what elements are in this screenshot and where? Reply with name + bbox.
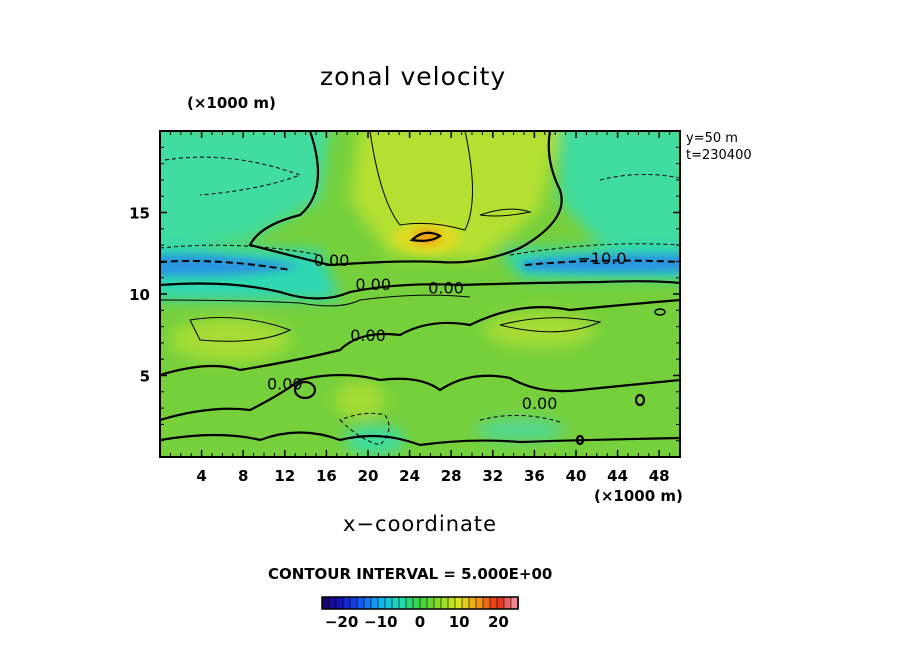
- colorbar: −20 −10 0 10 20: [321, 596, 519, 631]
- contour-label: 0.00: [428, 278, 464, 297]
- colorbar-cell: [468, 596, 477, 610]
- colorbar-tick-label: −20: [325, 613, 358, 631]
- colorbar-cell: [496, 596, 505, 610]
- colorbar-cell: [447, 596, 456, 610]
- heatmap-field: [160, 131, 680, 457]
- colorbar-cell: [412, 596, 421, 610]
- colorbar-cell: [489, 596, 498, 610]
- contour-labels: 0.00 0.00 0.00 0.00 0.00 0.00 −10.0: [267, 249, 627, 413]
- chart-title: zonal velocity: [320, 62, 507, 91]
- x-tick-label: 24: [399, 467, 420, 485]
- colorbar-tick-label: 10: [449, 613, 470, 631]
- x-tick-label: 12: [274, 467, 295, 485]
- x-tick-label: 44: [607, 467, 628, 485]
- colorbar-cell: [321, 596, 330, 610]
- colorbar-cell: [405, 596, 414, 610]
- x-tick-label: 8: [238, 467, 248, 485]
- x-axis-unit: (×1000 m): [594, 487, 683, 505]
- x-tick-label: 20: [358, 467, 379, 485]
- x-tick-label: 36: [524, 467, 545, 485]
- colorbar-cell: [335, 596, 344, 610]
- annotation-time: t=230400: [686, 148, 752, 163]
- colorbar-cell: [503, 596, 512, 610]
- colorbar-cell: [398, 596, 407, 610]
- colorbar-cell: [363, 596, 372, 610]
- colorbar-cell: [419, 596, 428, 610]
- colorbar-cell: [426, 596, 435, 610]
- x-tick-label: 40: [566, 467, 587, 485]
- x-axis-label: x−coordinate: [343, 512, 498, 536]
- colorbar-cell: [342, 596, 351, 610]
- y-tick-label: 5: [140, 368, 150, 386]
- colorbar-cell: [356, 596, 365, 610]
- colorbar-cell: [482, 596, 491, 610]
- colorbar-cell: [384, 596, 393, 610]
- colorbar-cell: [328, 596, 337, 610]
- contour-lines: [160, 131, 680, 447]
- colorbar-cell: [377, 596, 386, 610]
- annotation-y-level: y=50 m: [686, 131, 738, 146]
- x-tick-label: 4: [196, 467, 206, 485]
- colorbar-cell: [433, 596, 442, 610]
- x-tick-label: 28: [441, 467, 462, 485]
- contour-label: 0.00: [350, 326, 386, 345]
- x-tick-label: 48: [649, 467, 670, 485]
- contour-label: 0.00: [522, 394, 558, 413]
- contour-label: 0.00: [355, 275, 391, 294]
- colorbar-cell: [349, 596, 358, 610]
- y-axis-unit: (×1000 m): [187, 94, 276, 112]
- colorbar-tick-label: 20: [488, 613, 509, 631]
- x-tick-label: 32: [482, 467, 503, 485]
- colorbar-frame: [321, 596, 519, 610]
- contour-label: 0.00: [267, 375, 303, 394]
- x-tick-label: 16: [316, 467, 337, 485]
- y-tick-label: 15: [129, 205, 150, 223]
- colorbar-tick-label: −10: [364, 613, 397, 631]
- colorbar-cell: [475, 596, 484, 610]
- colorbar-cell: [461, 596, 470, 610]
- contour-interval-text: CONTOUR INTERVAL = 5.000E+00: [268, 565, 553, 583]
- colorbar-cell: [370, 596, 379, 610]
- colorbar-tick-label: 0: [415, 613, 425, 631]
- colorbar-cell: [454, 596, 463, 610]
- contour-label: −10.0: [577, 249, 626, 268]
- y-tick-label: 10: [129, 286, 150, 304]
- colorbar-cell: [391, 596, 400, 610]
- colorbar-cell: [440, 596, 449, 610]
- contour-label: 0.00: [314, 251, 350, 270]
